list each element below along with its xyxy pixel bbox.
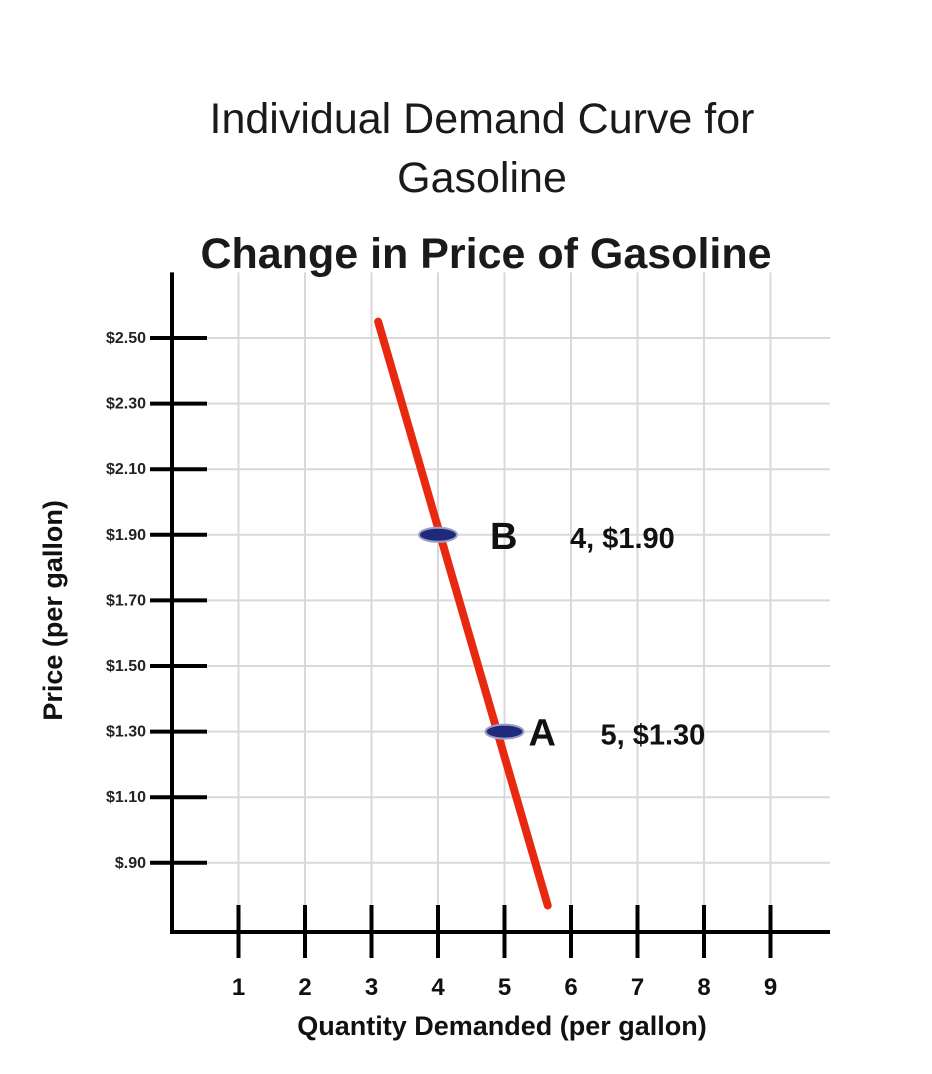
y-ticks: $2.50 $2.30 $2.10 $1.90 $1.70 $1.50 $1.30 $1.10… — [106, 330, 207, 872]
x-tick-label: 7 — [631, 974, 644, 1001]
chart-title-line-2: Gasoline — [397, 154, 567, 202]
y-tick-label: $1.90 — [106, 527, 146, 544]
point-letter-b: B — [490, 516, 517, 558]
point-marker-a — [484, 723, 525, 740]
x-tick-label: 1 — [232, 974, 245, 1001]
point-letter-a: A — [529, 713, 556, 755]
x-tick-label: 9 — [764, 974, 777, 1001]
chart-title-line-1: Individual Demand Curve for — [210, 95, 755, 143]
y-tick-label: $.90 — [115, 855, 146, 872]
axes — [170, 272, 830, 934]
series — [374, 317, 552, 910]
x-axis-label: Quantity Demanded (per gallon) — [297, 1011, 707, 1041]
y-tick-label: $2.10 — [106, 461, 146, 478]
x-tick-label: 6 — [564, 974, 577, 1001]
y-tick-label: $1.30 — [106, 724, 146, 741]
y-tick-label: $1.50 — [106, 658, 146, 675]
chart-subtitle: Change in Price of Gasoline — [200, 230, 771, 278]
x-tick-label: 5 — [498, 974, 511, 1001]
point-coord-label-b: 4, $1.90 — [570, 523, 675, 555]
y-tick-label: $1.70 — [106, 592, 146, 609]
y-axis-label: Price (per gallon) — [38, 500, 68, 721]
y-tick-label: $2.50 — [106, 330, 146, 347]
points: B 4, $1.90 A 5, $1.30 — [418, 516, 706, 755]
point-coord-label-a: 5, $1.30 — [601, 720, 706, 752]
x-tick-label: 3 — [365, 974, 378, 1001]
x-ticks: 1 2 3 4 5 6 7 8 9 — [232, 905, 777, 1001]
grid — [172, 272, 830, 932]
x-tick-label: 2 — [298, 974, 311, 1001]
point-marker-b — [418, 526, 458, 543]
x-tick-label: 4 — [431, 974, 445, 1001]
y-tick-label: $2.30 — [106, 396, 146, 413]
demand-curve-line — [374, 317, 552, 910]
y-tick-label: $1.10 — [106, 789, 146, 806]
x-tick-label: 8 — [697, 974, 710, 1001]
